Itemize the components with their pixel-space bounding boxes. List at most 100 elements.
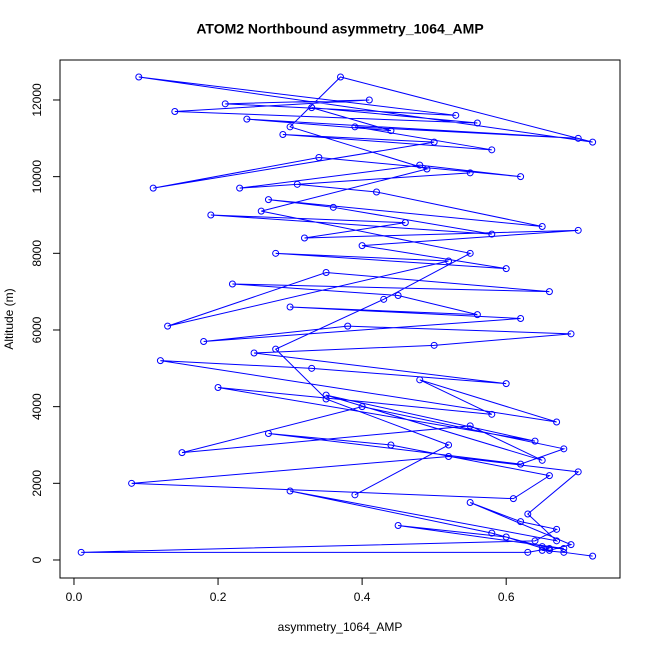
- data-point: [300, 234, 308, 242]
- data-point: [365, 96, 373, 104]
- data-point: [423, 165, 431, 173]
- data-point: [401, 219, 409, 227]
- data-point: [488, 529, 496, 537]
- data-point: [538, 222, 546, 230]
- data-point: [517, 518, 525, 526]
- data-point: [466, 498, 474, 506]
- data-point: [517, 173, 525, 181]
- data-point: [329, 203, 337, 211]
- data-point: [358, 403, 366, 411]
- data-point: [293, 180, 301, 188]
- y-tick-label: 2000: [30, 470, 44, 497]
- data-point: [250, 349, 258, 357]
- data-point: [351, 491, 359, 499]
- data-point: [171, 107, 179, 115]
- data-point: [236, 184, 244, 192]
- data-point: [286, 123, 294, 131]
- data-point: [560, 548, 568, 556]
- data-point: [553, 525, 561, 533]
- data-point: [574, 468, 582, 476]
- data-point: [351, 123, 359, 131]
- data-point: [524, 548, 532, 556]
- data-point: [502, 265, 510, 273]
- y-tick-label: 6000: [30, 316, 44, 343]
- data-point: [308, 364, 316, 372]
- data-point: [466, 169, 474, 177]
- data-point: [272, 249, 280, 257]
- data-point: [416, 376, 424, 384]
- data-point: [394, 291, 402, 299]
- y-tick-label: 4000: [30, 393, 44, 420]
- data-point: [517, 460, 525, 468]
- y-axis-label: Altitude (m): [2, 288, 16, 349]
- data-point: [567, 541, 575, 549]
- x-axis-label: asymmetry_1064_AMP: [278, 620, 403, 634]
- data-point: [373, 188, 381, 196]
- data-point: [135, 73, 143, 81]
- data-point: [337, 73, 345, 81]
- x-tick-label: 0.6: [498, 590, 515, 604]
- data-point: [156, 357, 164, 365]
- data-point: [502, 380, 510, 388]
- data-point: [200, 337, 208, 345]
- data-point: [545, 544, 553, 552]
- data-point: [387, 441, 395, 449]
- data-point: [531, 537, 539, 545]
- data-point: [466, 249, 474, 257]
- x-tick-label: 0.2: [210, 590, 227, 604]
- data-point: [531, 437, 539, 445]
- data-point: [358, 242, 366, 250]
- data-point: [466, 422, 474, 430]
- data-point: [538, 456, 546, 464]
- data-point: [264, 196, 272, 204]
- data-point: [560, 544, 568, 552]
- plot-box: [59, 59, 621, 579]
- data-point: [221, 100, 229, 108]
- data-point: [560, 445, 568, 453]
- data-point: [445, 257, 453, 265]
- y-tick-label: 12000: [30, 83, 44, 117]
- data-point: [509, 495, 517, 503]
- y-tick-label: 10000: [30, 160, 44, 194]
- data-point: [207, 211, 215, 219]
- data-point: [589, 552, 597, 560]
- data-point: [445, 441, 453, 449]
- data-point: [473, 311, 481, 319]
- data-point: [228, 280, 236, 288]
- data-point: [452, 111, 460, 119]
- data-point: [178, 449, 186, 457]
- data-point: [214, 383, 222, 391]
- data-point: [257, 207, 265, 215]
- y-tick-label: 0: [30, 556, 44, 563]
- data-point: [164, 322, 172, 330]
- data-point: [322, 391, 330, 399]
- data-point: [488, 146, 496, 154]
- data-line: [81, 76, 593, 557]
- data-point: [279, 130, 287, 138]
- data-point: [243, 115, 251, 123]
- data-point: [553, 418, 561, 426]
- y-tick-label: 8000: [30, 240, 44, 267]
- data-point: [322, 395, 330, 403]
- data-point: [264, 429, 272, 437]
- data-point: [553, 537, 561, 545]
- data-point: [445, 452, 453, 460]
- data-point: [545, 546, 553, 554]
- data-point: [128, 479, 136, 487]
- data-point: [574, 226, 582, 234]
- data-point: [430, 341, 438, 349]
- data-point: [567, 330, 575, 338]
- data-point: [488, 410, 496, 418]
- data-point: [488, 230, 496, 238]
- data-point: [538, 543, 546, 551]
- data-point: [517, 314, 525, 322]
- data-point: [286, 487, 294, 495]
- data-point: [272, 345, 280, 353]
- data-point: [473, 119, 481, 127]
- data-point: [430, 138, 438, 146]
- data-point: [286, 303, 294, 311]
- data-point: [589, 138, 597, 146]
- data-point: [344, 322, 352, 330]
- data-point: [574, 134, 582, 142]
